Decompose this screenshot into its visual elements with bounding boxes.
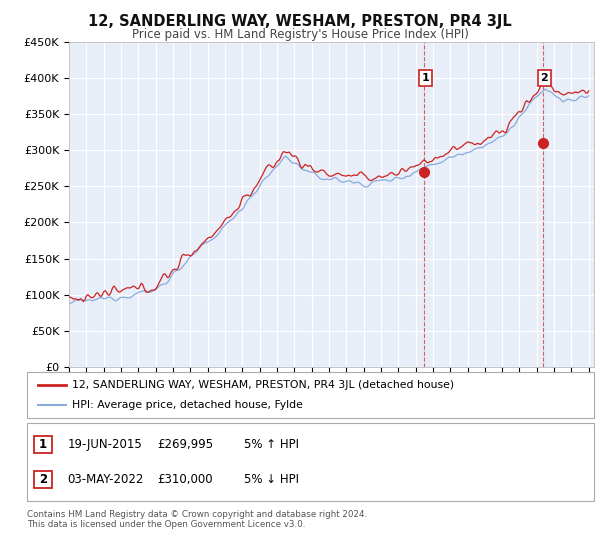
Text: HPI: Average price, detached house, Fylde: HPI: Average price, detached house, Fyld… (72, 400, 303, 410)
Text: 1: 1 (39, 438, 47, 451)
Text: 2: 2 (39, 473, 47, 486)
Text: 2: 2 (541, 73, 548, 83)
Text: Contains HM Land Registry data © Crown copyright and database right 2024.
This d: Contains HM Land Registry data © Crown c… (27, 510, 367, 529)
Text: £310,000: £310,000 (157, 473, 213, 486)
Text: 12, SANDERLING WAY, WESHAM, PRESTON, PR4 3JL: 12, SANDERLING WAY, WESHAM, PRESTON, PR4… (88, 14, 512, 29)
Text: 12, SANDERLING WAY, WESHAM, PRESTON, PR4 3JL (detached house): 12, SANDERLING WAY, WESHAM, PRESTON, PR4… (72, 380, 454, 390)
Text: 03-MAY-2022: 03-MAY-2022 (67, 473, 143, 486)
Text: 5% ↓ HPI: 5% ↓ HPI (244, 473, 299, 486)
Text: 19-JUN-2015: 19-JUN-2015 (67, 438, 142, 451)
Text: Price paid vs. HM Land Registry's House Price Index (HPI): Price paid vs. HM Land Registry's House … (131, 28, 469, 41)
Text: £269,995: £269,995 (157, 438, 214, 451)
Text: 1: 1 (422, 73, 429, 83)
Text: 5% ↑ HPI: 5% ↑ HPI (244, 438, 299, 451)
